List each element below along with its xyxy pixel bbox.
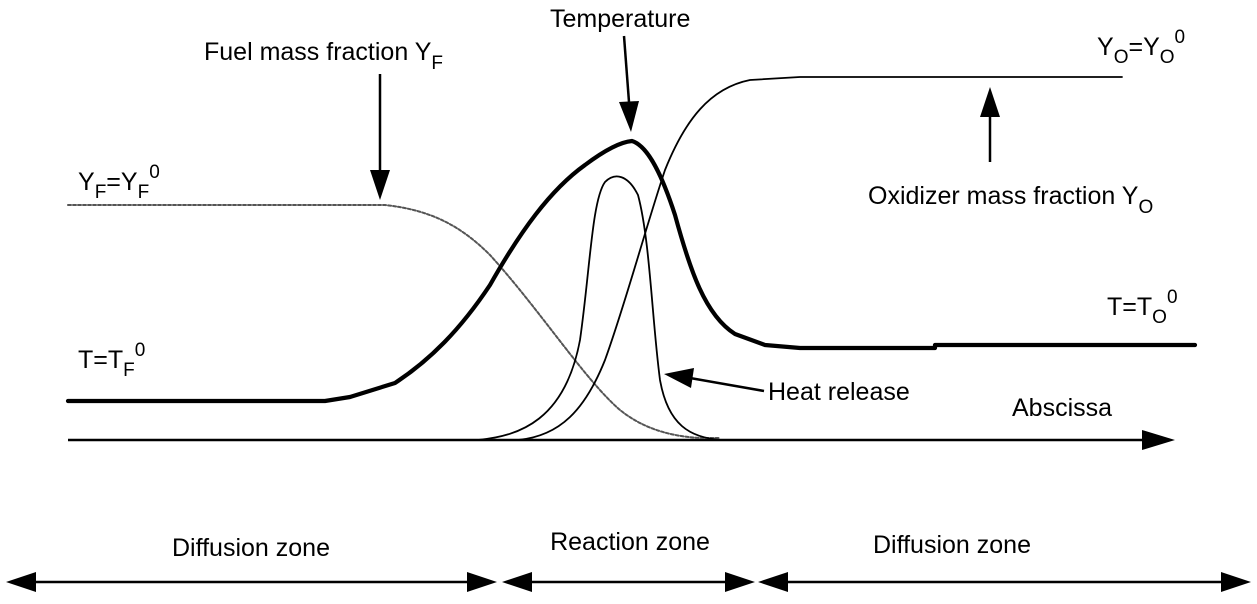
abscissa-arrowhead xyxy=(1142,430,1175,450)
temperature-callout-label: Temperature xyxy=(550,5,690,33)
zone-arrow-reaction xyxy=(502,572,755,592)
temperature-callout-arrowhead xyxy=(619,101,639,132)
oxidizer-boundary-label: YO=YO0 xyxy=(1097,27,1185,68)
oxidizer-mass-fraction-curve xyxy=(517,76,1123,441)
zone-arrow-diffusion-left xyxy=(6,572,497,592)
zone-label-diffusion-left: Diffusion zone xyxy=(172,534,330,562)
oxidizer-callout-arrowhead xyxy=(980,87,1000,117)
temperature-curve xyxy=(65,138,1198,404)
fuel-boundary-label: YF=YF0 xyxy=(78,162,160,203)
heat-release-callout-arrow xyxy=(689,376,765,393)
oxidizer-callout-label: Oxidizer mass fraction YO xyxy=(868,182,1153,218)
abscissa-label: Abscissa xyxy=(1012,394,1112,422)
heat-release-curve xyxy=(477,175,723,441)
temp-fuel-boundary-label: T=TF0 xyxy=(78,340,145,381)
heat-release-label: Heat release xyxy=(768,378,910,406)
heat-release-callout-arrowhead xyxy=(664,368,694,388)
temp-oxidizer-boundary-label: T=TO0 xyxy=(1107,287,1178,328)
fuel-callout-label: Fuel mass fraction YF xyxy=(204,38,443,74)
fuel-callout-arrowhead xyxy=(370,170,390,200)
fuel-mass-fraction-curve xyxy=(67,204,721,439)
zone-arrow-diffusion-right xyxy=(758,572,1251,592)
temperature-callout-arrow xyxy=(622,35,631,103)
zone-label-reaction: Reaction zone xyxy=(550,528,710,556)
zone-label-diffusion-right: Diffusion zone xyxy=(873,531,1031,559)
